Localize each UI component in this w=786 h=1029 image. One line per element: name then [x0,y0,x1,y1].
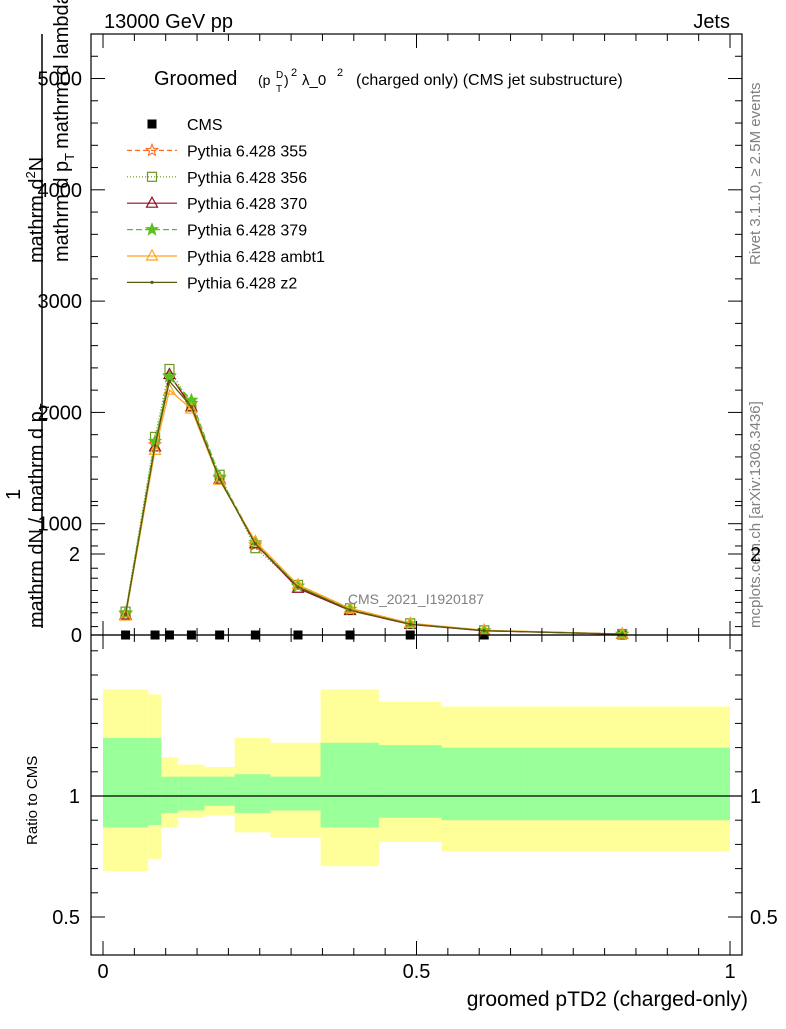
stat-band-bin-10 [523,747,730,821]
legend-marker-5 [145,248,159,261]
legend-label-3: Pythia 6.428 370 [187,196,307,213]
stat-band-bin-8 [378,745,442,818]
stat-band-bin-3 [178,776,205,811]
series-6-point-9 [482,629,486,633]
ratio-ytick-label-right-1: 1 [750,786,761,808]
stat-band-bin-6 [270,776,321,811]
legend-entry-6: Pythia 6.428 z2 [127,275,297,292]
svg-text:): ) [284,72,289,88]
series-5-point-9 [477,623,491,635]
ratio-ytick-label-left-0: 0.5 [52,907,80,929]
legend-label-5: Pythia 6.428 ambt1 [187,249,325,266]
series-6-point-2 [167,379,172,383]
legend-entry-5: Pythia 6.428 ambt1 [127,248,325,266]
ratio-xtick-label-1: 0.5 [403,961,431,983]
legend-marker-6 [150,280,154,284]
svg-text:λ_0: λ_0 [302,72,326,89]
main-ytick-label-3: 3000 [38,291,83,313]
axes-frames: 0 1000 2000 3000 4000 5000 0 0.5 1 0.5 0.5 1 1 2 2 [38,33,778,983]
legend-marker-1 [144,142,160,157]
svg-text:1: 1 [3,489,25,500]
legend-label-2: Pythia 6.428 356 [187,170,307,187]
series-6-point-6 [296,585,300,589]
series-6-point-8 [408,622,412,626]
series-5-point-7 [343,601,357,613]
series-line-5 [124,388,623,635]
series-5-point-2 [162,382,176,395]
stat-band-bin-2 [161,776,179,813]
series-5-point-1 [148,443,162,455]
series-6-point-1 [153,444,157,448]
series-5-point-8 [403,616,417,628]
series-6-point-3 [189,405,194,409]
series-5-point-4 [213,473,227,485]
svg-text:(p: (p [258,72,271,88]
stat-band-bin-5 [234,774,271,813]
process-label: Jets [693,11,730,33]
ratio-ytick-label-left-2: 2 [69,544,80,566]
series-6-point-0 [123,612,128,617]
legend-entry-0: CMS [147,117,223,134]
svg-text:mathrm d2N: mathrm d2N [23,157,48,263]
legend-entry-2: Pythia 6.428 356 [127,170,307,187]
mcplots-source-label: mcplots.cern.ch [arXiv:1306.3436] [747,401,764,628]
stat-band-bin-4 [204,776,235,806]
legend-marker-0 [147,119,157,129]
legend-entry-1: Pythia 6.428 355 [127,142,307,160]
series-5-point-10 [615,626,629,639]
stat-band-bin-0 [103,737,149,828]
ratio-uncertainty-bands [103,689,730,872]
ratio-xtick-label-2: 1 [724,961,735,983]
series-5-point-5 [248,534,262,547]
main-ytick-label-0: 0 [71,625,82,647]
legend-label-6: Pythia 6.428 z2 [187,275,297,292]
series-6-point-5 [253,542,257,546]
legend-label-1: Pythia 6.428 355 [187,143,307,160]
svg-text:2: 2 [291,67,297,79]
series-6-point-4 [218,477,222,481]
main-panel-series [118,363,630,641]
main-ytick-label-5: 5000 [38,69,83,91]
ratio-xtick-label-0: 0 [97,961,108,983]
legend-marker-2 [146,171,158,182]
main-ytick-label-1: 1000 [38,514,83,536]
svg-text:(charged only) (CMS jet substr: (charged only) (CMS jet substructure) [356,72,623,89]
x-axis-label: groomed pTD2 (charged-only) [467,988,748,1011]
stat-band-bin-7 [320,742,379,828]
main-ytick-label-4: 4000 [38,180,83,202]
legend-label-4: Pythia 6.428 379 [187,223,307,240]
ratio-ytick-label-left-1: 1 [69,786,80,808]
ratio-y-axis-label: Ratio to CMS [24,756,41,845]
stat-band-bin-9 [441,747,524,821]
legend-label-0: CMS [187,117,223,134]
legend-marker-4 [144,222,160,236]
svg-text:Groomed: Groomed [154,68,237,90]
analysis-watermark: CMS_2021_I1920187 [348,591,484,607]
legend-entry-4: Pythia 6.428 379 [127,222,307,240]
plot-title: Groomed (p D T ) 2 λ_0 2 (charged only) … [154,67,623,95]
ratio-ytick-label-right-0: 0.5 [750,907,778,929]
series-5 [119,382,629,639]
main-ytick-label-2: 2000 [38,402,83,424]
svg-text:D: D [276,70,283,81]
energy-label: 13000 GeV pp [104,11,233,33]
ratio-ytick-label-right-2: 2 [750,544,761,566]
series-5-point-3 [184,401,198,414]
main-y-axis-label: mathrm d2N 1 mathrm d pTmathrm d lambda … [3,0,77,628]
svg-text:2: 2 [337,67,343,79]
svg-text:mathrm d pTmathrm d lambda: mathrm d pTmathrm d lambda [51,0,77,262]
svg-text:T: T [276,84,282,95]
svg-text:mathrm dN / mathrm d pT: mathrm dN / mathrm d pT [26,403,52,628]
legend-entry-3: Pythia 6.428 370 [127,195,307,213]
legend-marker-3 [145,195,159,208]
series-5-point-0 [119,608,133,621]
rivet-version-label: Rivet 3.1.10, ≥ 2.5M events [747,83,764,266]
legend: CMS Pythia 6.428 355 Pythia 6.428 356 Pythi… [127,117,325,292]
series-6-point-7 [348,608,352,612]
series-4-point-2 [162,369,177,383]
stat-band-bin-1 [148,737,162,826]
